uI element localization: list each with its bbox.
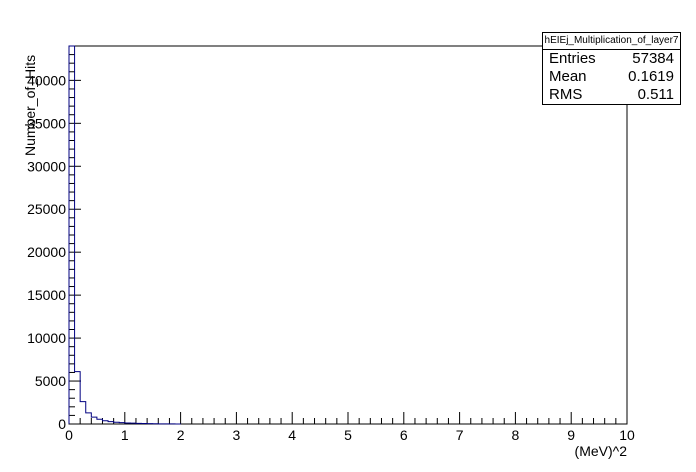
x-axis-title: (MeV)^2 <box>575 443 628 459</box>
entries-label: Entries <box>549 50 596 67</box>
x-tick-label: 7 <box>456 427 464 443</box>
y-tick-label: 0 <box>58 416 66 432</box>
x-tick-label: 4 <box>288 427 296 443</box>
rms-value: 0.511 <box>637 86 674 103</box>
x-tick-label: 3 <box>233 427 241 443</box>
y-tick-label: 30000 <box>27 158 66 174</box>
rms-label: RMS <box>549 86 583 103</box>
stats-row-entries: Entries 57384 <box>543 50 680 68</box>
stats-row-mean: Mean 0.1619 <box>543 68 680 86</box>
x-tick-label: 6 <box>400 427 408 443</box>
y-tick-label: 15000 <box>27 287 66 303</box>
x-tick-label: 9 <box>567 427 575 443</box>
histogram-line <box>68 45 182 425</box>
entries-value: 57384 <box>632 50 674 67</box>
y-tick-label: 10000 <box>27 330 66 346</box>
y-tick-label: 20000 <box>27 244 66 260</box>
x-tick-label: 2 <box>177 427 185 443</box>
stats-title: hEIEj_Multiplication_of_layer7 <box>543 33 680 50</box>
x-tick-label: 1 <box>121 427 129 443</box>
mean-label: Mean <box>549 68 587 85</box>
stats-row-rms: RMS 0.511 <box>543 86 680 104</box>
x-axis-ticks: 0 1 2 3 4 5 6 7 8 9 10 <box>65 412 635 443</box>
y-tick-label: 25000 <box>27 201 66 217</box>
mean-value: 0.1619 <box>628 68 674 85</box>
y-tick-label: 40000 <box>27 72 66 88</box>
stats-box: hEIEj_Multiplication_of_layer7 Entries 5… <box>542 32 681 105</box>
x-tick-label: 8 <box>512 427 520 443</box>
y-tick-label: 5000 <box>35 373 66 389</box>
y-axis-ticks: 0 5000 10000 15000 20000 25000 30000 35000 40000 <box>27 45 81 432</box>
x-tick-label: 0 <box>65 427 73 443</box>
y-axis-title: Number_of_Hits <box>22 55 38 156</box>
x-tick-label: 10 <box>619 427 635 443</box>
x-tick-label: 5 <box>344 427 352 443</box>
y-tick-label: 35000 <box>27 115 66 131</box>
